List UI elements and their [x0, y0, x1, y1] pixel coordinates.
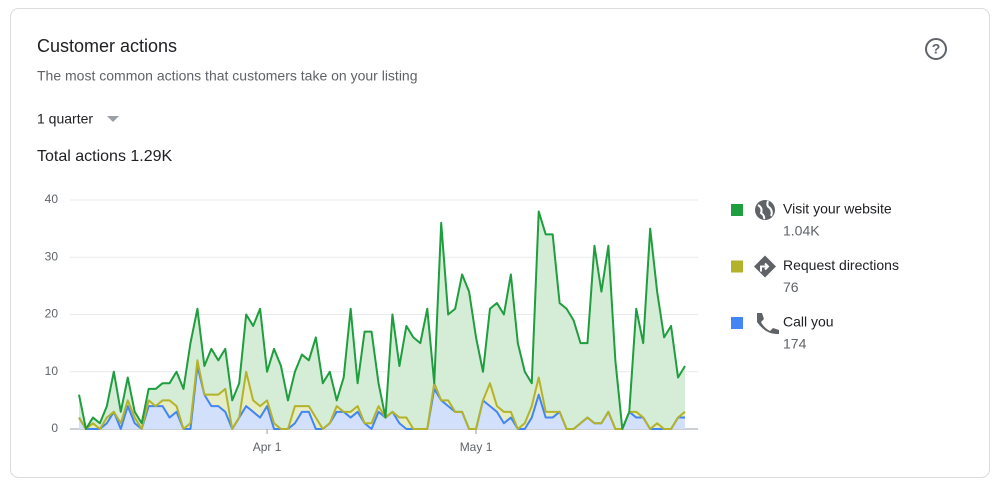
x-tick-label: Apr 1: [253, 440, 282, 454]
help-mark: ?: [932, 41, 941, 57]
directions-arrow: [760, 262, 770, 272]
legend-entry: Visit your website 1.04K: [731, 200, 892, 239]
legend-label: Request directions: [783, 257, 899, 273]
legend-total: 174: [783, 336, 807, 352]
legend: Visit your website 1.04K Request direction…: [731, 200, 899, 352]
y-tick-label: 10: [45, 364, 59, 378]
period: 1 quarter: [37, 111, 93, 127]
total-actions: Total actions 1.29K: [37, 148, 173, 165]
period-dropdown[interactable]: 1 quarter: [37, 111, 119, 127]
help-icon[interactable]: ?: [925, 38, 947, 60]
y-tick-label: 0: [51, 421, 58, 435]
phone-icon: [757, 313, 779, 335]
y-tick-label: 30: [45, 249, 59, 263]
legend-total: 76: [783, 279, 799, 295]
legend-entry: Call you 174: [731, 313, 834, 352]
legend-label: Call you: [783, 314, 834, 330]
globe-icon: [755, 200, 775, 220]
legend-swatch: [731, 317, 743, 329]
dropdown-arrow: [107, 116, 119, 122]
globe-detail: [757, 200, 773, 220]
title: Customer actions: [37, 36, 177, 56]
legend-total: 1.04K: [783, 223, 820, 239]
y-tick-label: 20: [45, 307, 59, 321]
subtitle: The most common actions that customers t…: [37, 68, 418, 84]
legend-entry: Request directions 76: [731, 255, 899, 295]
series-line: [78, 210, 686, 430]
legend-swatch: [731, 260, 743, 273]
y-tick-label: 40: [45, 192, 59, 206]
series-line: [78, 359, 686, 430]
x-tick-label: May 1: [460, 440, 493, 454]
area-fill: [79, 211, 685, 429]
legend-label: Visit your website: [783, 201, 892, 217]
plot: 0 10 20 30 40 Apr 1 May 1: [45, 192, 698, 454]
help-circle: [925, 38, 947, 60]
legend-swatch: [731, 204, 743, 216]
